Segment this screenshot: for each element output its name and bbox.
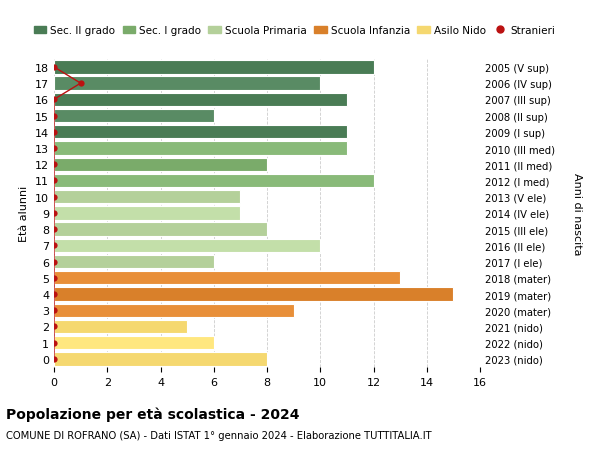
Bar bbox=[54, 288, 454, 301]
Bar bbox=[54, 126, 347, 139]
Legend: Sec. II grado, Sec. I grado, Scuola Primaria, Scuola Infanzia, Asilo Nido, Stran: Sec. II grado, Sec. I grado, Scuola Prim… bbox=[29, 22, 559, 40]
Bar bbox=[54, 77, 320, 90]
Bar bbox=[54, 320, 187, 333]
Bar bbox=[54, 110, 214, 123]
Bar bbox=[54, 255, 214, 269]
Bar bbox=[54, 190, 241, 204]
Bar bbox=[54, 207, 241, 220]
Bar bbox=[54, 223, 267, 236]
Text: COMUNE DI ROFRANO (SA) - Dati ISTAT 1° gennaio 2024 - Elaborazione TUTTITALIA.IT: COMUNE DI ROFRANO (SA) - Dati ISTAT 1° g… bbox=[6, 431, 431, 441]
Bar bbox=[54, 353, 267, 366]
Y-axis label: Età alunni: Età alunni bbox=[19, 185, 29, 241]
Bar bbox=[54, 304, 293, 317]
Bar bbox=[54, 239, 320, 252]
Bar bbox=[54, 174, 373, 188]
Bar bbox=[54, 272, 400, 285]
Bar bbox=[54, 158, 267, 172]
Y-axis label: Anni di nascita: Anni di nascita bbox=[572, 172, 581, 255]
Bar bbox=[54, 142, 347, 155]
Bar bbox=[54, 94, 347, 107]
Bar bbox=[54, 336, 214, 350]
Text: Popolazione per età scolastica - 2024: Popolazione per età scolastica - 2024 bbox=[6, 406, 299, 421]
Bar bbox=[54, 61, 373, 74]
